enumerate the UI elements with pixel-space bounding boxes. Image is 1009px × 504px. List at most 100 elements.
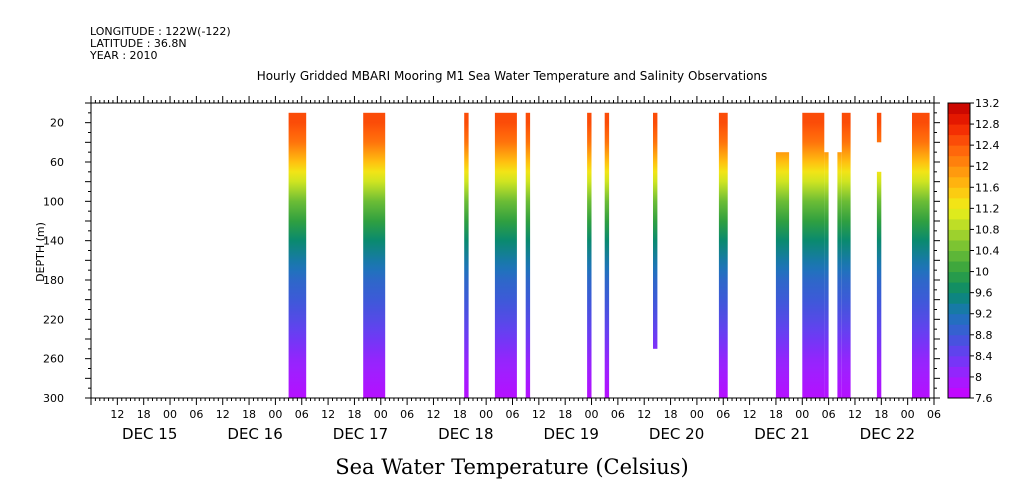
observation-column <box>837 152 842 398</box>
y-tick-label: 20 <box>50 117 64 130</box>
colorbar-swatch <box>948 176 970 188</box>
observation-column <box>494 112 517 399</box>
x-axis-title: Sea Water Temperature (Celsius) <box>335 455 689 479</box>
x-tick-label: 18 <box>242 408 256 421</box>
colorbar-label: 8.8 <box>975 329 993 342</box>
x-tick-label: 00 <box>479 408 493 421</box>
y-tick-label: 260 <box>43 353 64 366</box>
y-tick-label: 100 <box>43 195 64 208</box>
y-tick-label: 300 <box>43 392 64 405</box>
day-labels: DEC 15 DEC 16 DEC 17 DEC 18 DEC 19 DEC 20 DEC … <box>122 425 915 443</box>
colorbar-swatch <box>948 187 970 199</box>
day-label: DEC 18 <box>438 425 493 443</box>
colorbar-label: 10.4 <box>975 245 1000 258</box>
year-label: YEAR : 2010 <box>89 49 158 62</box>
chart-title: Hourly Gridded MBARI Mooring M1 Sea Wate… <box>257 69 768 83</box>
x-tick-label: 12 <box>426 408 440 421</box>
colorbar-label: 9.6 <box>975 287 993 300</box>
y-tick-label: 220 <box>43 313 64 326</box>
y-tick-label: 60 <box>50 156 64 169</box>
colorbar-label: 11.2 <box>975 202 1000 215</box>
observation-column <box>718 112 728 399</box>
latitude-label: LATITUDE : 36.8N <box>90 37 187 50</box>
colorbar-swatch <box>948 197 970 209</box>
x-tick-label: 00 <box>268 408 282 421</box>
colorbar-label: 8.4 <box>975 350 993 363</box>
x-tick-label: 12 <box>637 408 651 421</box>
colorbar-label: 8 <box>975 371 982 384</box>
colorbar-label: 9.2 <box>975 308 993 321</box>
day-label: DEC 20 <box>649 425 704 443</box>
x-tick-label: 06 <box>400 408 414 421</box>
colorbar-label: 12 <box>975 160 989 173</box>
colorbar-label: 7.6 <box>975 392 993 405</box>
observation-column <box>363 112 386 399</box>
y-tick-label: 180 <box>43 274 64 287</box>
x-tick-label: 12 <box>848 408 862 421</box>
colorbar-label: 12.4 <box>975 139 1000 152</box>
day-label: DEC 17 <box>333 425 388 443</box>
x-tick-label: 06 <box>927 408 941 421</box>
colorbar-swatch <box>948 155 970 167</box>
colorbar-swatch <box>948 261 970 273</box>
colorbar-swatch <box>948 250 970 262</box>
colorbar-swatch <box>948 166 970 178</box>
colorbar-label: 12.8 <box>975 118 1000 131</box>
observation-column <box>587 112 592 399</box>
observation-column <box>464 112 469 399</box>
y-axis-title: DEPTH (m) <box>34 222 47 282</box>
axis-ticks <box>85 96 940 405</box>
day-label: DEC 15 <box>122 425 177 443</box>
x-tick-label: 12 <box>532 408 546 421</box>
x-tick-label: 00 <box>795 408 809 421</box>
day-label: DEC 21 <box>754 425 809 443</box>
day-label: DEC 22 <box>860 425 915 443</box>
observation-column <box>912 112 930 399</box>
colorbar-swatch <box>948 103 970 115</box>
observation-column <box>775 152 790 398</box>
colorbar-swatch <box>948 113 970 125</box>
colorbar-swatch <box>948 229 970 241</box>
colorbar-labels: 13.2 12.8 12.4 12 11.6 11.2 10.8 10.4 10 9.6 9.2 8.… <box>975 97 1000 405</box>
colorbar-swatch <box>948 124 970 136</box>
x-tick-label: 06 <box>611 408 625 421</box>
colorbar-swatch <box>948 376 970 388</box>
longitude-label: LONGITUDE : 122W(-122) <box>90 25 231 38</box>
x-tick-label: 06 <box>189 408 203 421</box>
observation-column <box>288 112 307 399</box>
colorbar-label: 10 <box>975 266 989 279</box>
x-tick-label: 12 <box>110 408 124 421</box>
x-tick-label: 06 <box>716 408 730 421</box>
colorbar-swatch <box>948 292 970 304</box>
x-tick-label: 18 <box>769 408 783 421</box>
colorbar-swatch <box>948 145 970 157</box>
colorbar-swatch <box>948 282 970 294</box>
x-tick-label: 00 <box>901 408 915 421</box>
colorbar-swatch <box>948 208 970 220</box>
observation-column <box>841 112 851 399</box>
colorbar-swatch <box>948 313 970 325</box>
day-label: DEC 19 <box>544 425 599 443</box>
colorbar-swatch <box>948 355 970 367</box>
colorbar-swatch <box>948 271 970 283</box>
x-tick-label: 18 <box>558 408 572 421</box>
observation-column <box>525 112 531 399</box>
observation-column <box>604 112 610 399</box>
colorbar-swatch <box>948 345 970 357</box>
colorbar-label: 11.6 <box>975 181 1000 194</box>
colorbar-swatch <box>948 218 970 230</box>
colorbar-swatch <box>948 334 970 346</box>
colorbar-swatch <box>948 303 970 315</box>
y-tick-label: 140 <box>43 235 64 248</box>
observation-column <box>876 112 882 143</box>
x-tick-label: 06 <box>822 408 836 421</box>
colorbar-label: 13.2 <box>975 97 1000 110</box>
observation-column <box>653 112 658 349</box>
x-tick-label: 00 <box>585 408 599 421</box>
colorbar-swatch <box>948 239 970 251</box>
x-tick-label: 18 <box>453 408 467 421</box>
y-tick-labels: 20 60 100 140 180 220 260 300 <box>43 117 64 405</box>
colorbar-swatch <box>948 387 970 399</box>
colorbar <box>947 102 974 399</box>
